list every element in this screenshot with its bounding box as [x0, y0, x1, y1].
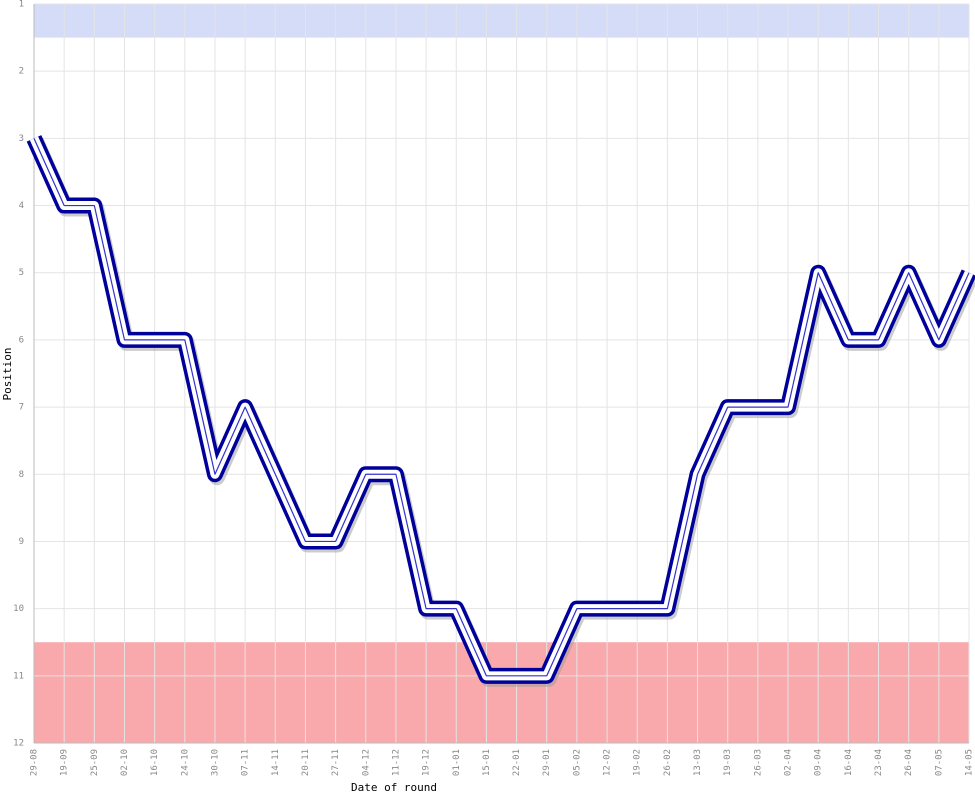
y-axis-title: Position [1, 348, 14, 401]
x-tick-label: 13-03 [693, 749, 703, 776]
y-tick-label: 7 [19, 403, 24, 413]
x-tick-label: 22-01 [512, 749, 522, 776]
y-tick-label: 3 [19, 134, 24, 144]
x-tick-label: 14-05 [965, 749, 975, 776]
zone-band [34, 642, 969, 743]
x-tick-label: 04-12 [361, 749, 371, 776]
x-tick-label: 26-02 [663, 749, 673, 776]
x-tick-label: 07-11 [241, 749, 251, 776]
x-tick-label: 29-01 [542, 749, 552, 776]
x-tick-label: 16-10 [150, 749, 160, 776]
y-tick-label: 11 [13, 671, 24, 681]
x-tick-label: 01-01 [452, 749, 462, 776]
x-tick-label: 15-01 [482, 749, 492, 776]
y-tick-label: 9 [19, 537, 24, 547]
y-tick-label: 12 [13, 739, 24, 749]
x-tick-label: 30-10 [210, 749, 220, 776]
x-tick-label: 26-04 [904, 749, 914, 776]
x-tick-label: 29-08 [30, 749, 40, 776]
x-tick-label: 05-02 [572, 749, 582, 776]
x-tick-label: 23-04 [874, 749, 884, 776]
y-tick-label: 6 [19, 335, 24, 345]
x-tick-label: 24-10 [180, 749, 190, 776]
line-core [33, 138, 970, 677]
x-tick-label: 19-03 [723, 749, 733, 776]
y-tick-label: 1 [19, 0, 24, 10]
x-tick-label: 02-10 [120, 749, 130, 776]
x-tick-label: 25-09 [90, 749, 100, 776]
x-tick-label: 07-05 [934, 749, 944, 776]
x-tick-label: 14-11 [271, 749, 281, 776]
x-tick-label: 16-04 [844, 749, 854, 776]
x-tick-label: 19-12 [422, 749, 432, 776]
x-tick-label: 09-04 [814, 749, 824, 776]
y-tick-label: 10 [13, 604, 24, 614]
x-tick-label: 20-11 [301, 749, 311, 776]
zone-band [34, 4, 969, 38]
y-tick-label: 2 [19, 67, 24, 77]
x-tick-label: 27-11 [331, 749, 341, 776]
x-axis-title: Date of round [351, 781, 437, 794]
y-tick-label: 4 [19, 201, 24, 211]
x-tick-label: 12-02 [603, 749, 613, 776]
x-tick-label: 19-09 [60, 749, 70, 776]
x-tick-label: 02-04 [784, 749, 794, 776]
x-tick-label: 26-03 [753, 749, 763, 776]
y-tick-label: 8 [19, 470, 24, 480]
y-tick-label: 5 [19, 268, 24, 278]
x-tick-label: 19-02 [633, 749, 643, 776]
plot-area [34, 4, 969, 743]
x-tick-label: 11-12 [391, 749, 401, 776]
